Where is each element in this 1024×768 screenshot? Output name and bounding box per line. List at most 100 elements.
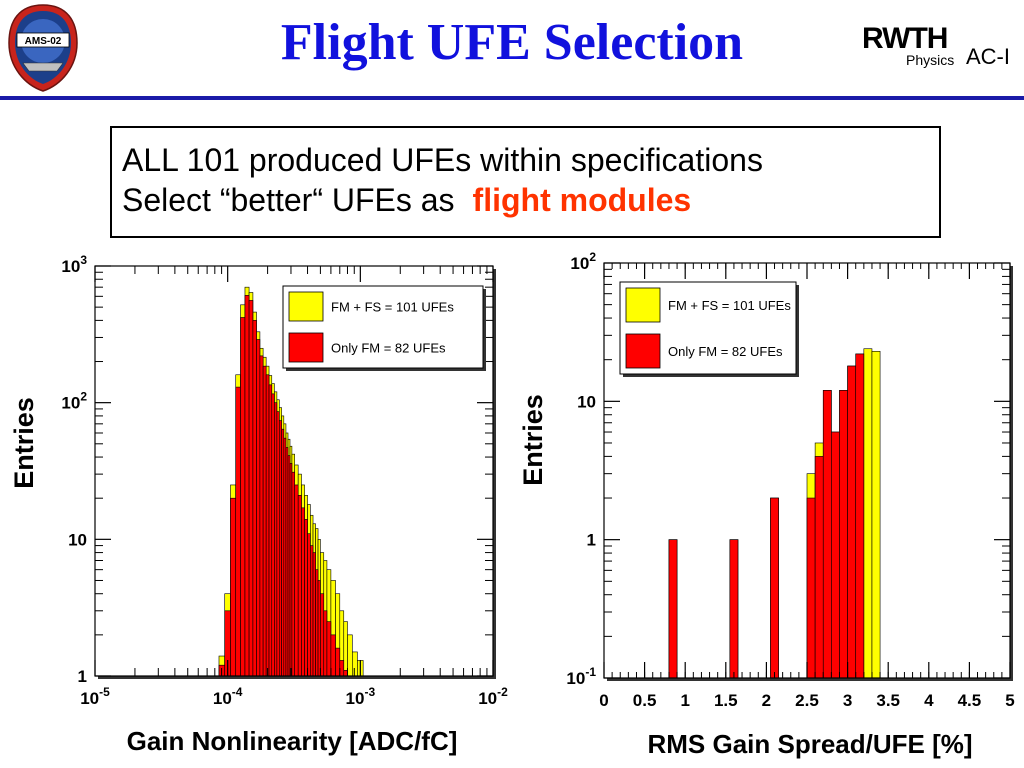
bar-s0-38 [343,621,348,677]
x-tick-label-10-base: 5 [1005,691,1014,710]
summary-highlight: flight modules [472,182,692,218]
x-tick-label-3: 1.5 [714,691,738,710]
bar-s1-17 [281,428,285,677]
x-tick-label-7-base: 3.5 [876,691,900,710]
x-tick-label-1-exp: -4 [232,685,243,699]
x-tick-label-4-base: 2 [762,691,771,710]
x-tick-label-2-exp: -3 [364,685,375,699]
bar-s1-36 [335,647,341,677]
legend-swatch-1 [288,332,324,363]
y-tick-label-2-base: 10 [577,392,596,411]
x-tick-label-3-base: 10 [478,689,497,708]
header-divider [0,96,1024,100]
legend-label-0: FM + FS = 101 UFEs [668,298,791,313]
y-tick-label-0: 10-1 [566,665,596,688]
bar-s1-9 [259,355,264,677]
bar-s1-13 [271,393,275,677]
y-axis-title: Entries [518,394,548,486]
legend-label-0: FM + FS = 101 UFEs [331,300,454,315]
y-tick-label-2-exp: 2 [80,390,87,404]
x-tick-label-0: 0 [599,691,608,710]
bar-s1-4 [814,456,824,679]
bar-s1-19 [285,447,289,677]
bar-s0-40 [352,651,358,677]
x-tick-label-1: 10-4 [213,685,243,708]
bar-s1-22 [291,471,295,677]
bar-s0-10 [863,348,873,679]
x-tick-label-9: 4.5 [958,691,982,710]
bar-s1-3 [235,386,241,677]
x-tick-label-2-base: 1 [680,691,689,710]
bar-s1-15 [276,411,280,677]
x-tick-label-0-base: 10 [80,689,99,708]
y-tick-label-2: 10 [577,392,596,411]
bar-s1-9 [855,353,865,679]
x-axis-title: Gain Nonlinearity [ADC/fC] [127,726,458,756]
x-tick-label-9-base: 4.5 [958,691,982,710]
x-tick-label-3: 10-2 [478,685,508,708]
x-tick-label-2: 10-3 [346,685,376,708]
page-title: Flight UFE Selection [280,14,744,71]
plot-frame [94,265,494,677]
y-tick-label-2-base: 10 [61,394,80,413]
x-tick-label-2-base: 10 [346,689,365,708]
y-axis-title: Entries [9,397,39,489]
bar-s1-4 [240,317,246,677]
x-tick-label-1-base: 10 [213,689,232,708]
bar-s1-28 [310,545,314,677]
y-tick-label-1-base: 10 [68,530,87,549]
legend: FM + FS = 101 UFEs Only FM = 82 UFEs [619,281,799,377]
x-tick-label-8-base: 4 [924,691,934,710]
summary-line-1: ALL 101 produced UFEs within specificati… [122,142,763,178]
bar-s1-24 [297,494,302,677]
x-tick-label-2: 1 [680,691,689,710]
bar-s1-27 [307,533,311,677]
major-ticks [94,265,494,677]
bar-s1-37 [339,660,345,677]
legend-swatch-1 [625,333,661,369]
bar-s1-6 [831,431,840,679]
bar-s1-12 [268,384,273,677]
bar-s1-8 [847,365,857,679]
x-axis-title: RMS Gain Spread/UFE [%] [647,729,972,759]
bar-s1-38 [343,670,348,677]
y-tick-label-3-exp: 3 [80,253,87,267]
bar-s1-33 [323,610,328,677]
x-tick-label-7: 3.5 [876,691,900,710]
legend-swatch-0 [625,287,661,323]
bar-s1-16 [278,420,282,677]
bar-s1-10 [262,365,267,677]
bar-s1-7 [252,320,257,677]
x-tick-label-8: 4 [924,691,934,710]
y-tick-label-0-base: 10 [566,669,585,688]
bar-s1-35 [330,634,336,677]
x-tick-label-10: 5 [1005,691,1014,710]
x-tick-label-4: 2 [762,691,771,710]
x-tick-label-1-base: 0.5 [633,691,657,710]
bar-s1-5 [822,390,832,679]
series-1-bars [668,353,865,679]
legend: FM + FS = 101 UFEs Only FM = 82 UFEs [282,285,486,371]
bar-s1-3 [806,497,816,679]
bar-s1-30 [315,569,319,677]
x-tick-label-3-exp: -2 [497,685,508,699]
legend-label-1: Only FM = 82 UFEs [668,344,783,359]
bar-s0-11 [871,350,881,679]
x-tick-label-0-base: 0 [599,691,608,710]
y-tick-label-1-base: 1 [587,531,596,550]
bar-s1-25 [301,507,305,677]
bar-s1-14 [274,402,278,677]
x-tick-label-6-base: 3 [843,691,852,710]
bar-s1-2 [230,497,237,677]
bar-s1-0 [668,539,678,679]
summary-line-2-text: Select “better“ UFEs as [122,182,455,218]
bar-s1-7 [839,390,848,679]
x-tick-label-1: 0.5 [633,691,657,710]
bar-s1-11 [265,374,270,677]
rms-gain-spread-histogram: 10-1 1 10 102 0 0.5 1 1.5 2 2.5 3 3.5 4 4.5 5 RMS Gain … [512,248,1024,768]
x-tick-label-6: 3 [843,691,852,710]
y-tick-label-3: 102 [570,250,596,273]
minor-ticks [603,263,1011,678]
